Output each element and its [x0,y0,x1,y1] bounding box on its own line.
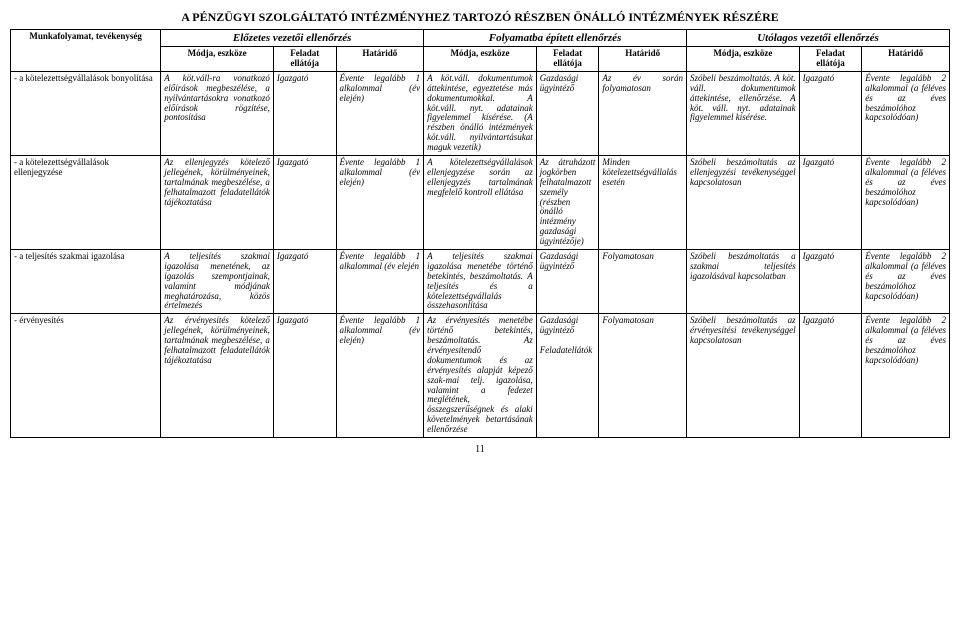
c2h: Folyamatosan [599,250,687,314]
col-hatarido-1: Határidő [336,47,424,72]
c2h: Minden kötelezettségvállalás esetén [599,156,687,250]
c1f: Igazgató [273,314,336,438]
c3f: Igazgató [799,156,862,250]
table-body: - a kötelezettségvállalások bonyolításaA… [11,71,950,437]
c3m: Szóbeli beszámoltatás. A köt. váll. doku… [687,71,800,155]
activity-cell: - a kötelezettségvállalások ellenjegyzés… [11,156,161,250]
c1m: A köt.váll-ra vonatkozó előírások megbes… [161,71,274,155]
activity-cell: - a teljesítés szakmai igazolása [11,250,161,314]
group-1: Előzetes vezetői ellenőrzés [161,30,424,47]
page-number: 11 [10,444,950,455]
c3m: Szóbeli beszámoltatás az érvényesítési t… [687,314,800,438]
col-hatarido-2: Határidő [599,47,687,72]
col-hatarido-3: Határidő [862,47,950,72]
group-2: Folyamatba épített ellenőrzés [424,30,687,47]
c1f: Igazgató [273,71,336,155]
col-modja-3: Módja, eszköze [687,47,800,72]
c1h: Évente legalább 1 alkalommal (év elején) [336,314,424,438]
c2h: Folyamatosan [599,314,687,438]
col-feladat-3: Feladat ellátója [799,47,862,72]
c3h: Évente legalább 2 alkalommal (a féléves … [862,156,950,250]
c1m: Az ellenjegyzés kötelező jellegének, kör… [161,156,274,250]
c1m: Az érvényesítés kötelező jellegének, kör… [161,314,274,438]
c1f: Igazgató [273,156,336,250]
c1h: Évente legalább 1 alkalommal (év elején) [336,71,424,155]
control-table: Munkafolyamat, tevékenység Előzetes veze… [10,29,950,438]
col-modja-1: Módja, eszköze [161,47,274,72]
c1h: Évente legalább 1 alkalommal (év elején) [336,156,424,250]
c3f: Igazgató [799,250,862,314]
table-row: - a kötelezettségvállalások bonyolításaA… [11,71,950,155]
c3f: Igazgató [799,71,862,155]
c3m: Szóbeli beszámoltatás az ellenjegyzési t… [687,156,800,250]
table-row: - a teljesítés szakmai igazolásaA teljes… [11,250,950,314]
activity-cell: - a kötelezettségvállalások bonyolítása [11,71,161,155]
col-feladat-2: Feladat ellátója [536,47,599,72]
c2m: A teljesítés szakmai igazolása menetébe … [424,250,537,314]
group-3: Utólagos vezetői ellenőrzés [687,30,950,47]
c2f: Gazdasági ügyintéző Feladatellátók [536,314,599,438]
c3h: Évente legalább 2 alkalommal (a féléves … [862,71,950,155]
c3h: Évente legalább 2 alkalommal (a féléves … [862,314,950,438]
c2m: Az érvényesítés menetébe történő betekin… [424,314,537,438]
c1h: Évente legalább 1 alkalommal (év elején [336,250,424,314]
col-feladat-1: Feladat ellátója [273,47,336,72]
c2m: A köt.váll. dokumentumok áttekintése, eg… [424,71,537,155]
c2f: Az átruházott jogkörben felhatalmazott s… [536,156,599,250]
c1f: Igazgató [273,250,336,314]
c3h: Évente legalább 2 alkalommal (a féléves … [862,250,950,314]
c1m: A teljesítés szakmai igazolása menetének… [161,250,274,314]
c3f: Igazgató [799,314,862,438]
c3m: Szóbeli beszámoltatás a szakmai teljesít… [687,250,800,314]
table-row: - érvényesítésAz érvényesítés kötelező j… [11,314,950,438]
group-header-row: Munkafolyamat, tevékenység Előzetes veze… [11,30,950,47]
table-row: - a kötelezettségvállalások ellenjegyzés… [11,156,950,250]
col-activity: Munkafolyamat, tevékenység [11,30,161,72]
page-title: A PÉNZÜGYI SZOLGÁLTATÓ INTÉZMÉNYHEZ TART… [10,10,950,25]
c2f: Gazdasági ügyintéző [536,71,599,155]
col-modja-2: Módja, eszköze [424,47,537,72]
activity-cell: - érvényesítés [11,314,161,438]
c2m: A kötelezettségvállalások ellenjegyzése … [424,156,537,250]
c2h: Az év során folyamatosan [599,71,687,155]
c2f: Gazdasági ügyintéző [536,250,599,314]
